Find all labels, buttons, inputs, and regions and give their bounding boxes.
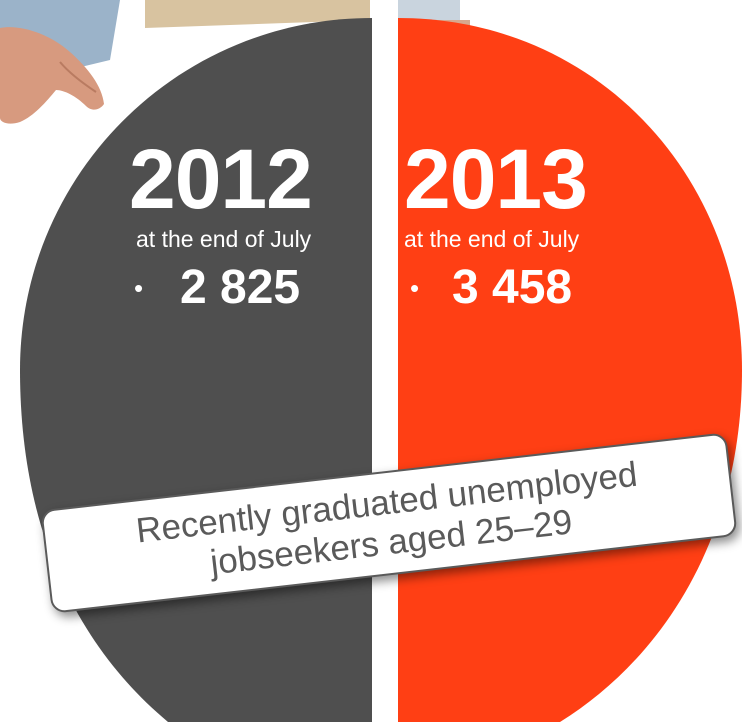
period-2013: at the end of July (404, 226, 580, 252)
value-2013: 3 458 (452, 261, 573, 314)
year-2013: 2013 (404, 132, 588, 226)
period-2012: at the end of July (136, 226, 312, 252)
bullet-2013: • (410, 273, 420, 303)
value-2012: 2 825 (180, 261, 301, 314)
year-2012: 2012 (129, 132, 313, 226)
bullet-2012: • (134, 273, 144, 303)
